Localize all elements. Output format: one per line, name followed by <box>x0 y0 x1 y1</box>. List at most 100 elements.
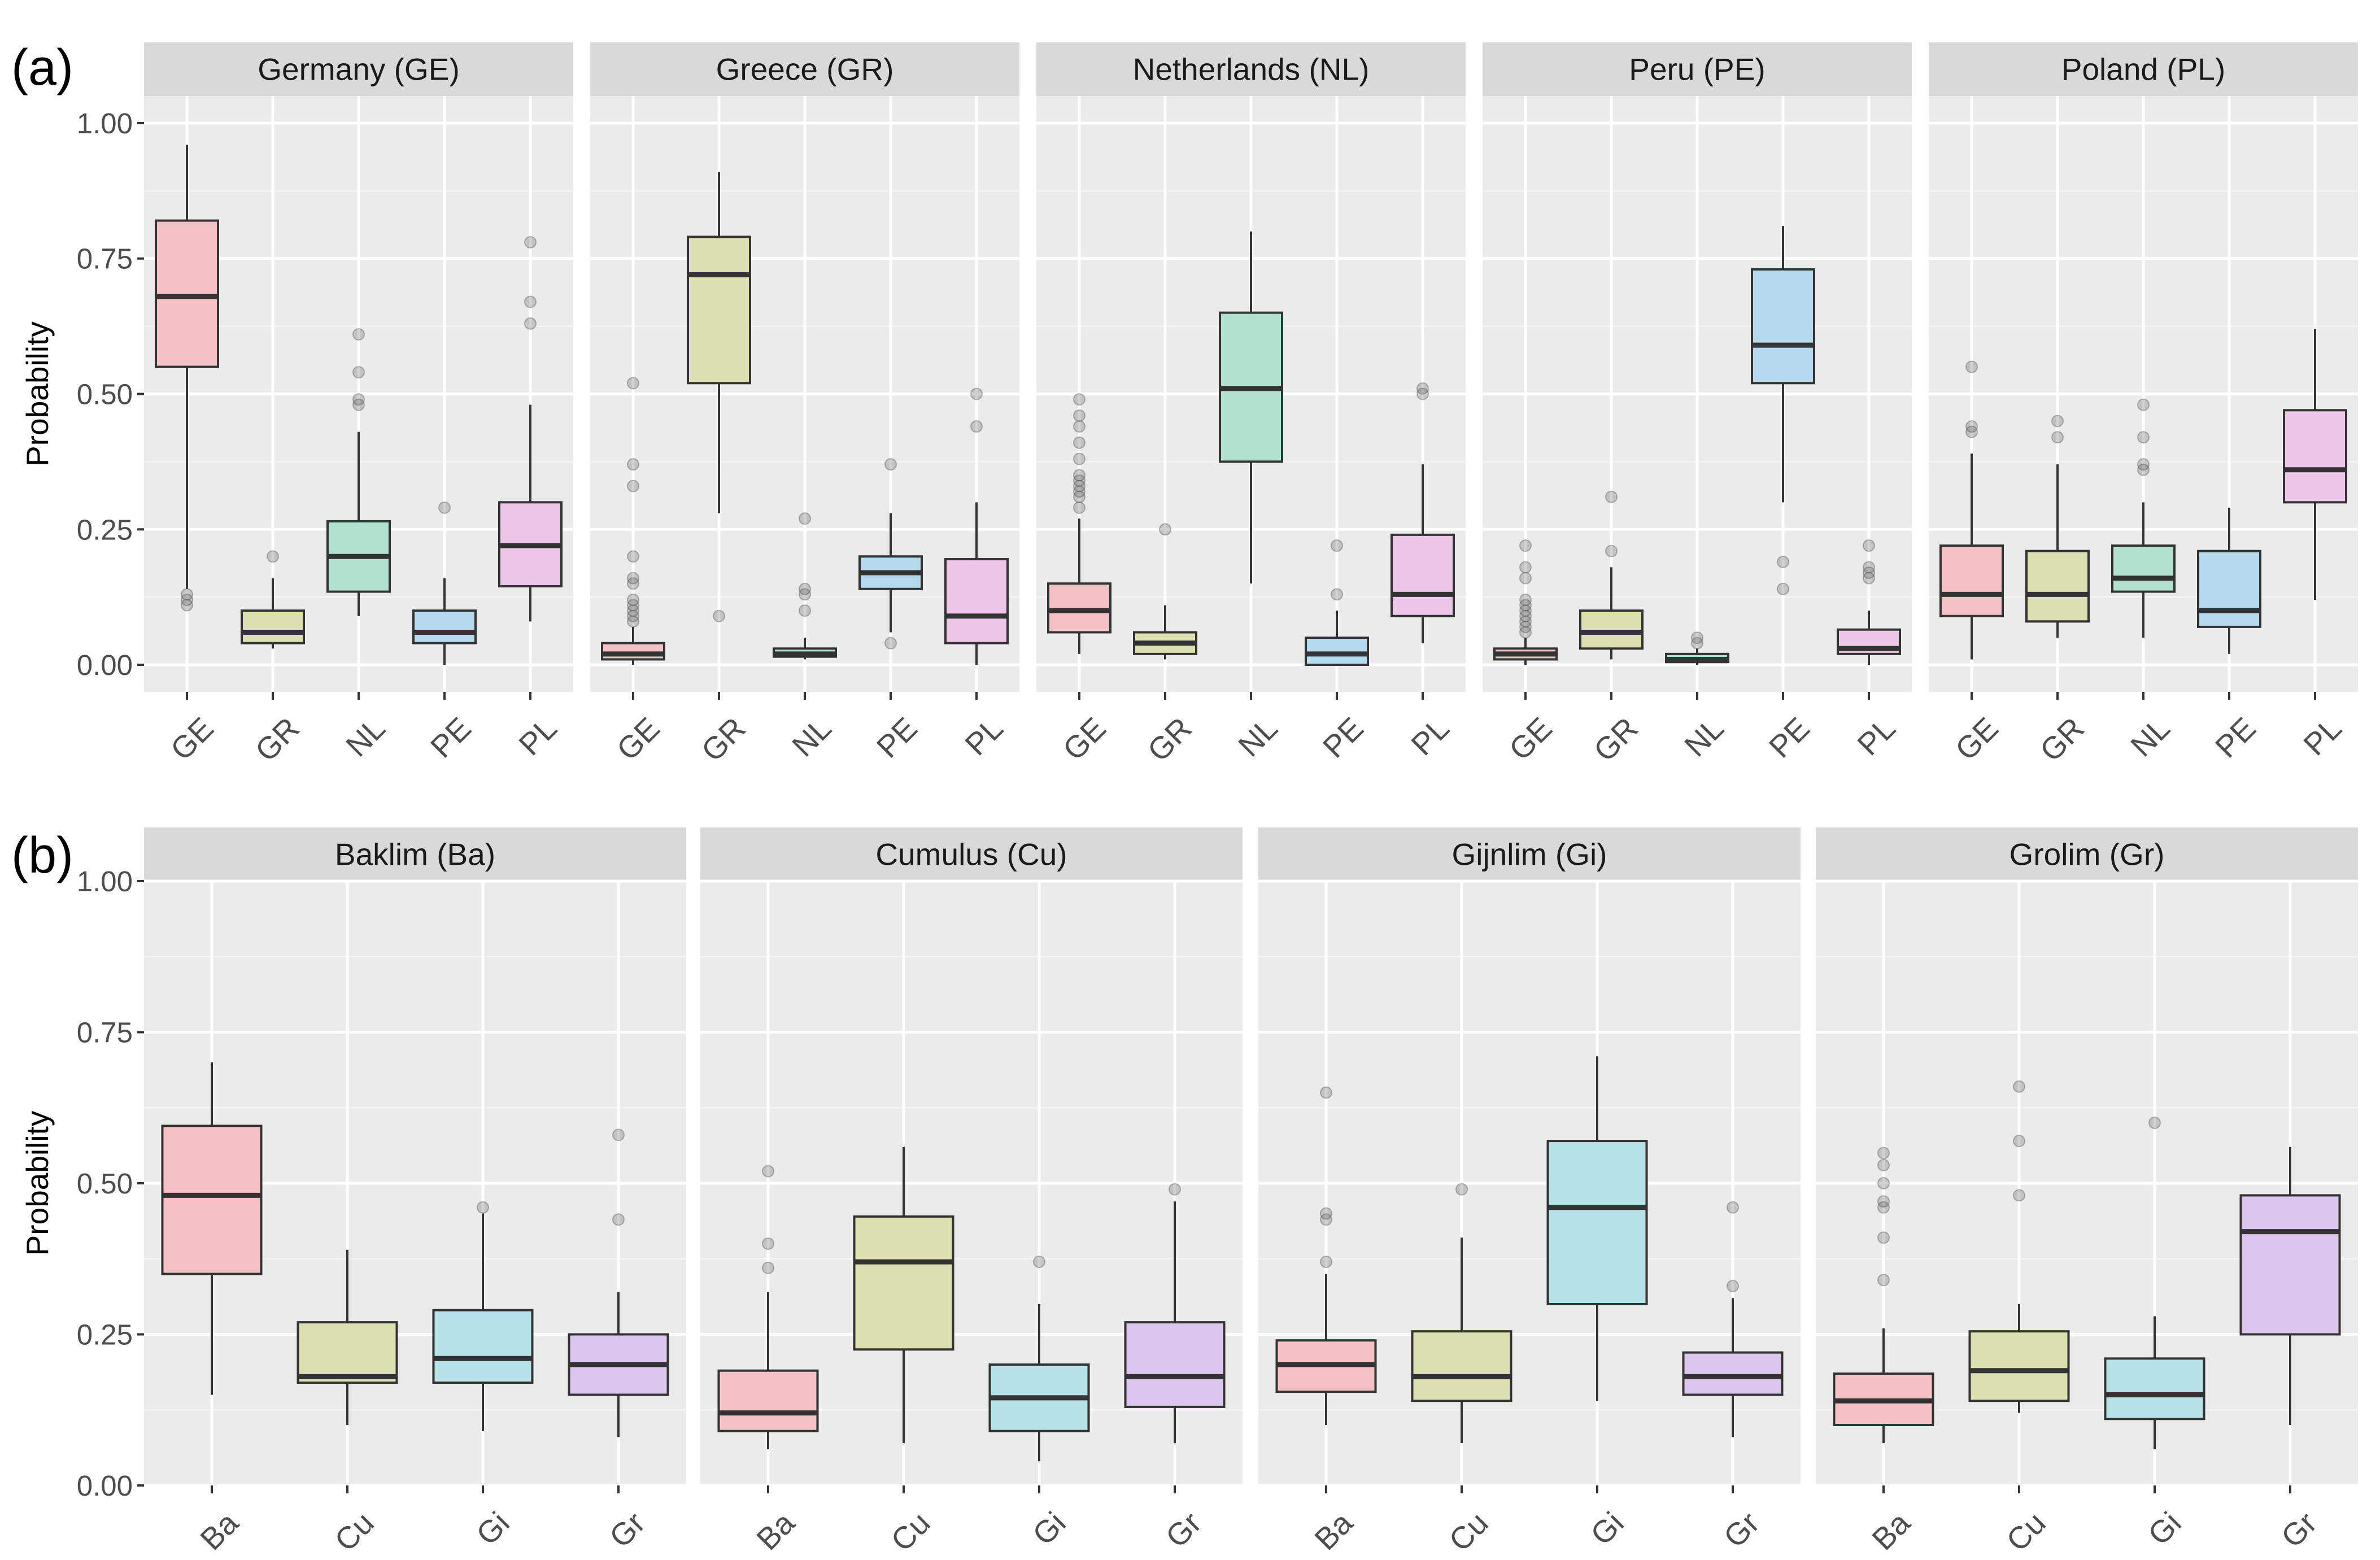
y-axis-label: Probability <box>20 321 55 467</box>
box-GE <box>1047 393 1111 654</box>
box-iqr <box>1411 1330 1512 1402</box>
outlier-point <box>627 377 639 390</box>
outlier-point <box>2137 431 2150 444</box>
outlier-point <box>1331 539 1343 552</box>
figure-a: (a) Probability 0.00 0.25 0.50 0.75 1.00 German… <box>11 40 2358 768</box>
box-iqr <box>1579 609 1644 650</box>
box-iqr <box>2104 1357 2205 1420</box>
box-Cu <box>853 1147 954 1444</box>
outlier-point <box>627 480 639 493</box>
outlier-point <box>1863 567 1875 579</box>
panel-tag: (b) <box>11 827 73 884</box>
outlier-point <box>1777 555 1789 568</box>
outlier-point <box>1519 572 1532 585</box>
outlier-point <box>1073 485 1086 498</box>
outlier-point <box>1877 1231 1890 1244</box>
outlier-point <box>627 458 639 471</box>
y-tick-label: 0.75 <box>77 1017 133 1049</box>
outlier-point <box>2051 415 2064 428</box>
outlier-point <box>612 1213 625 1226</box>
facet-strip <box>1258 827 1801 881</box>
box-GR <box>1579 490 1644 660</box>
outlier-point <box>1877 1147 1890 1160</box>
outlier-point <box>1605 490 1618 503</box>
outlier-point <box>1965 420 1978 433</box>
outlier-point <box>627 615 639 628</box>
outlier-point <box>1073 452 1086 465</box>
box-iqr <box>161 1125 263 1275</box>
outlier-point <box>352 328 365 341</box>
y-tick-label: 0.50 <box>77 1167 133 1200</box>
outlier-point <box>799 512 811 525</box>
outlier-point <box>1777 582 1789 595</box>
outlier-point <box>524 295 537 308</box>
outlier-point <box>713 609 725 622</box>
outlier-point <box>1965 425 1978 438</box>
outlier-point <box>1863 572 1875 585</box>
box-iqr <box>2239 1194 2341 1336</box>
outlier-point <box>1877 1274 1890 1287</box>
box-PE <box>412 501 477 665</box>
facet-title: Cumulus (Cu) <box>875 837 1067 872</box>
box-NL <box>2111 398 2176 638</box>
y-tick-label: 0.25 <box>77 513 133 546</box>
outlier-point <box>799 582 811 595</box>
box-iqr <box>944 558 1009 644</box>
outlier-point <box>627 604 639 617</box>
box-Gi <box>432 1201 534 1431</box>
box-PE <box>858 458 923 650</box>
box-Cu <box>1968 1080 2070 1413</box>
outlier-point <box>612 1128 625 1141</box>
box-PL <box>2283 329 2347 600</box>
box-iqr <box>155 219 219 368</box>
box-iqr <box>2111 544 2176 593</box>
y-tick-label: 0.50 <box>77 378 133 411</box>
outlier-point <box>477 1201 489 1214</box>
box-iqr <box>601 642 665 661</box>
outlier-point <box>181 593 193 606</box>
outlier-point <box>352 398 365 411</box>
box-GR <box>2025 415 2090 638</box>
outlier-point <box>2137 458 2150 471</box>
box-Gi <box>2104 1117 2205 1449</box>
outlier-point <box>762 1165 774 1178</box>
facet-panel: Netherlands (NL)GE GR NL PE PL <box>1036 42 1466 768</box>
box-Gr <box>1682 1201 1784 1437</box>
outlier-point <box>1863 539 1875 552</box>
outlier-point <box>1073 409 1086 422</box>
outlier-point <box>2137 398 2150 411</box>
box-iqr <box>1305 637 1369 666</box>
outlier-point <box>627 609 639 622</box>
facet-strip <box>1929 42 2358 96</box>
box-iqr <box>853 1215 954 1351</box>
facet-strip <box>590 42 1019 96</box>
box-NL <box>1665 631 1729 665</box>
outlier-point <box>1320 1213 1332 1226</box>
y-axis-label: Probability <box>20 1110 55 1256</box>
box-iqr <box>1968 1330 2070 1402</box>
box-GR <box>687 172 751 622</box>
outlier-point <box>2013 1189 2025 1202</box>
panel-tag: (a) <box>11 40 73 96</box>
box-Ba <box>717 1165 819 1449</box>
outlier-point <box>2013 1135 2025 1148</box>
box-GE <box>601 377 665 665</box>
box-iqr <box>241 609 305 644</box>
box-PL <box>944 387 1009 665</box>
y-tick-label: 1.00 <box>77 865 133 897</box>
box-iqr <box>1751 268 1815 385</box>
outlier-point <box>1691 637 1703 650</box>
facet-title: Baklim (Ba) <box>335 837 495 872</box>
facet-title: Poland (PL) <box>2061 52 2225 87</box>
outlier-point <box>2148 1117 2161 1129</box>
box-Ba <box>1833 1147 1934 1444</box>
box-iqr <box>1124 1321 1226 1408</box>
box-iqr <box>412 609 477 644</box>
box-Gi <box>988 1256 1090 1462</box>
box-iqr <box>687 236 751 385</box>
outlier-point <box>2137 463 2150 476</box>
facet-panel: Peru (PE)GE GR NL PE PL <box>1483 42 1912 768</box>
box-Gi <box>1546 1056 1648 1401</box>
outlier-point <box>1519 593 1532 606</box>
